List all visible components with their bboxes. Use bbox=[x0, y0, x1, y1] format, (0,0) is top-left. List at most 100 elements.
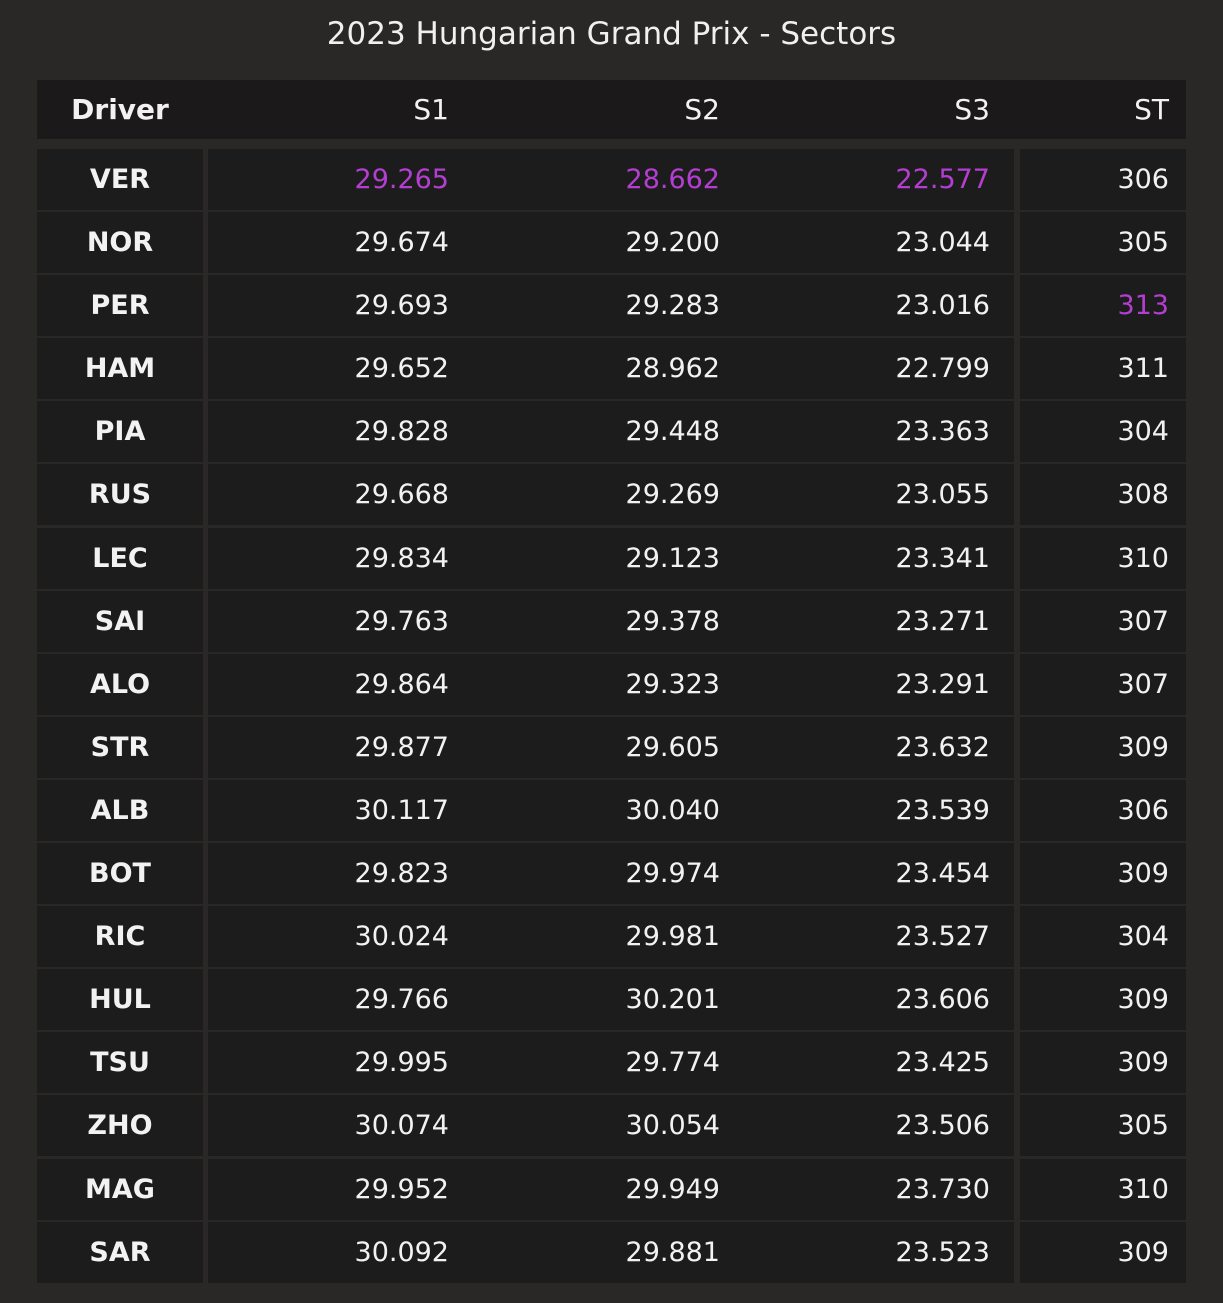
cell-s3: 23.506 bbox=[895, 1110, 990, 1142]
sector-table: Driver S1 S2 S3 ST VER 29.265 28.662 22.577… bbox=[37, 80, 1186, 1285]
cell-st: 310 bbox=[1117, 1173, 1169, 1205]
row-background bbox=[1020, 527, 1186, 589]
cell-s2: 29.448 bbox=[625, 416, 720, 448]
table-row: RIC 30.024 29.981 23.527 304 bbox=[37, 906, 1186, 968]
cell-driver: RIC bbox=[94, 921, 146, 953]
cell-driver: LEC bbox=[92, 542, 148, 574]
cell-st: 304 bbox=[1117, 921, 1169, 953]
row-background bbox=[208, 275, 1014, 337]
cell-st: 309 bbox=[1117, 984, 1169, 1016]
cell-st: 308 bbox=[1117, 479, 1169, 511]
cell-s3: 23.527 bbox=[895, 921, 990, 953]
cell-s1: 29.766 bbox=[354, 984, 449, 1016]
cell-st: 306 bbox=[1117, 164, 1169, 195]
row-background bbox=[37, 653, 203, 715]
header-s2: S2 bbox=[684, 93, 720, 126]
cell-st: 305 bbox=[1117, 227, 1169, 259]
row-background bbox=[208, 464, 1014, 526]
row-background bbox=[208, 149, 1014, 210]
row-background bbox=[1020, 590, 1186, 652]
row-background bbox=[1020, 1095, 1186, 1157]
cell-s2: 29.774 bbox=[625, 1047, 720, 1079]
table-row: LEC 29.834 29.123 23.341 310 bbox=[37, 527, 1186, 589]
cell-s1: 29.864 bbox=[354, 668, 449, 700]
header-s1: S1 bbox=[413, 93, 449, 126]
row-background bbox=[1020, 338, 1186, 400]
row-background bbox=[37, 906, 203, 968]
table-header: Driver S1 S2 S3 ST bbox=[37, 80, 1186, 139]
cell-driver: ALB bbox=[90, 794, 150, 826]
table-row: SAI 29.763 29.378 23.271 307 bbox=[37, 590, 1186, 652]
cell-s2: 29.378 bbox=[625, 605, 720, 637]
cell-s3: 23.632 bbox=[895, 731, 990, 763]
table-row: ZHO 30.074 30.054 23.506 305 bbox=[37, 1095, 1186, 1157]
row-background bbox=[208, 843, 1014, 905]
cell-st: 311 bbox=[1117, 353, 1169, 385]
cell-st: 309 bbox=[1117, 731, 1169, 763]
cell-s1: 29.823 bbox=[354, 858, 449, 890]
row-background bbox=[1020, 1032, 1186, 1094]
row-background bbox=[1020, 1221, 1186, 1283]
row-background bbox=[1020, 969, 1186, 1031]
cell-s2: 29.605 bbox=[625, 731, 720, 763]
row-background bbox=[208, 1032, 1014, 1094]
cell-s3: 23.539 bbox=[895, 794, 990, 826]
table-row: PIA 29.828 29.448 23.363 304 bbox=[37, 401, 1186, 463]
cell-s3: 23.730 bbox=[895, 1173, 990, 1205]
cell-s3: 23.016 bbox=[895, 290, 990, 322]
cell-s2: 29.323 bbox=[625, 668, 720, 700]
cell-s2: 29.123 bbox=[625, 542, 720, 574]
cell-driver: BOT bbox=[89, 858, 151, 890]
cell-s1: 30.024 bbox=[354, 921, 449, 953]
cell-driver: ALO bbox=[89, 668, 151, 700]
row-background bbox=[37, 1158, 203, 1220]
cell-s2: 30.040 bbox=[625, 794, 720, 826]
cell-s1: 29.652 bbox=[354, 353, 449, 385]
cell-driver: PER bbox=[90, 290, 150, 322]
row-background bbox=[37, 149, 203, 210]
row-background bbox=[1020, 716, 1186, 778]
table-row: STR 29.877 29.605 23.632 309 bbox=[37, 716, 1186, 778]
row-background bbox=[208, 590, 1014, 652]
row-background bbox=[1020, 906, 1186, 968]
cell-s1: 29.834 bbox=[354, 542, 449, 574]
cell-driver: PIA bbox=[94, 416, 146, 448]
row-background bbox=[208, 1095, 1014, 1157]
cell-s1: 29.265 bbox=[354, 164, 449, 195]
cell-st: 304 bbox=[1117, 416, 1169, 448]
cell-s3: 23.606 bbox=[895, 984, 990, 1016]
cell-s3: 22.577 bbox=[895, 164, 990, 195]
table-row: RUS 29.668 29.269 23.055 308 bbox=[37, 464, 1186, 526]
cell-s2: 30.201 bbox=[625, 984, 720, 1016]
row-background bbox=[1020, 843, 1186, 905]
cell-driver: HAM bbox=[84, 353, 156, 385]
row-background bbox=[1020, 149, 1186, 210]
cell-driver: ZHO bbox=[87, 1110, 153, 1142]
cell-st: 306 bbox=[1117, 794, 1169, 826]
cell-st: 307 bbox=[1117, 605, 1169, 637]
cell-driver: RUS bbox=[88, 479, 152, 511]
cell-st: 309 bbox=[1117, 1236, 1169, 1268]
table-body: VER 29.265 28.662 22.577 306 NOR 29.674 29.200 2… bbox=[37, 149, 1186, 1283]
row-background bbox=[37, 527, 203, 589]
cell-s1: 29.763 bbox=[354, 605, 449, 637]
table-row: HUL 29.766 30.201 23.606 309 bbox=[37, 969, 1186, 1031]
row-background bbox=[37, 1221, 203, 1283]
cell-s2: 28.662 bbox=[625, 164, 720, 195]
cell-s1: 29.995 bbox=[354, 1047, 449, 1079]
cell-driver: SAI bbox=[94, 605, 146, 637]
row-background bbox=[37, 590, 203, 652]
row-background bbox=[1020, 653, 1186, 715]
cell-s3: 23.044 bbox=[895, 227, 990, 259]
cell-s3: 23.291 bbox=[895, 668, 990, 700]
cell-s3: 23.271 bbox=[895, 605, 990, 637]
cell-driver: HUL bbox=[89, 984, 151, 1016]
row-background bbox=[1020, 275, 1186, 337]
cell-st: 305 bbox=[1117, 1110, 1169, 1142]
cell-s2: 29.974 bbox=[625, 858, 720, 890]
row-background bbox=[208, 527, 1014, 589]
row-background bbox=[37, 843, 203, 905]
cell-s2: 29.881 bbox=[625, 1236, 720, 1268]
row-background bbox=[208, 969, 1014, 1031]
header-st: ST bbox=[1134, 93, 1169, 126]
